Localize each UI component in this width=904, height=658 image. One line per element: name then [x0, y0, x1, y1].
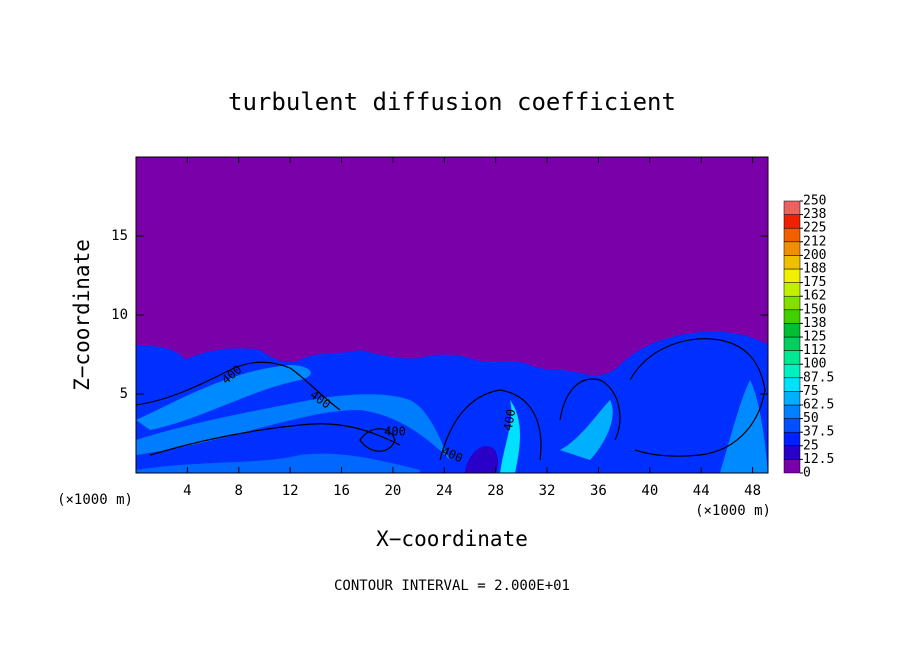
- x-tick-label: 40: [641, 483, 658, 499]
- colorbar-band: [783, 377, 801, 392]
- x-tick-label: 16: [333, 483, 350, 499]
- colorbar-band: [783, 404, 801, 419]
- colorbar-band: [783, 323, 801, 338]
- colorbar-label: 225: [803, 221, 826, 236]
- field-region: [720, 380, 768, 473]
- x-tick-label: 48: [744, 483, 761, 499]
- contour-line: [629, 338, 766, 457]
- x-tick-label: 28: [487, 483, 504, 499]
- colorbar-label: 37.5: [803, 425, 834, 440]
- field-region: [136, 394, 450, 460]
- y-tick-label: 15: [111, 228, 128, 244]
- x-tick-label: 20: [384, 483, 401, 499]
- y-axis-label: Z−coordinate: [70, 239, 94, 391]
- colorbar-band: [783, 336, 801, 351]
- y-tick-label: 10: [111, 307, 128, 323]
- colorbar-label: 238: [803, 207, 826, 222]
- contour-line: [439, 389, 542, 461]
- field-region: [560, 400, 613, 460]
- colorbar-label: 87.5: [803, 370, 834, 385]
- x-unit-label: (×1000 m): [695, 503, 771, 519]
- colorbar-label: 25: [803, 438, 819, 453]
- colorbar-label: 100: [803, 357, 826, 372]
- colorbar-label: 62.5: [803, 398, 834, 413]
- x-tick-label: 32: [539, 483, 556, 499]
- colorbar-label: 250: [803, 194, 826, 209]
- field: [135, 157, 768, 473]
- colorbar-band: [783, 295, 801, 311]
- x-tick-label: 12: [282, 483, 299, 499]
- colorbar-label: 150: [803, 302, 826, 317]
- colorbar-label: 125: [803, 330, 826, 345]
- colorbar-band: [783, 431, 801, 447]
- colorbar-band: [783, 255, 801, 270]
- colorbar-band: [783, 227, 801, 243]
- contour-line: [359, 428, 396, 452]
- x-tick-label: 36: [590, 483, 607, 499]
- x-tick-label: 24: [436, 483, 453, 499]
- x-axis-label: X−coordinate: [376, 527, 528, 551]
- contour-line: [135, 361, 341, 411]
- contour-label: 400: [501, 408, 519, 432]
- colorbar-label: 112: [803, 343, 826, 358]
- field-region: [136, 453, 420, 473]
- colorbar-band: [783, 268, 801, 283]
- field-region: [136, 365, 311, 430]
- colorbar-band: [783, 418, 801, 433]
- colorbar-label: 75: [803, 384, 819, 399]
- colorbar-band: [783, 459, 801, 474]
- colorbar-band: [783, 391, 801, 406]
- colorbar-band: [783, 309, 801, 324]
- colorbar-label: 12.5: [803, 452, 834, 467]
- colorbar-band: [783, 445, 801, 460]
- x-tick-label: 8: [235, 483, 243, 499]
- field-region: [500, 400, 520, 473]
- colorbar-band: [783, 282, 801, 297]
- chart-title: turbulent diffusion coefficient: [228, 88, 676, 116]
- colorbar-label: 212: [803, 234, 826, 249]
- colorbar-label: 0: [803, 466, 811, 481]
- colorbar-label: 188: [803, 262, 826, 277]
- colorbar-label: 138: [803, 316, 826, 331]
- colorbar-band: [783, 363, 801, 379]
- colorbar-label: 50: [803, 411, 819, 426]
- colorbar-label: 200: [803, 248, 826, 263]
- x-unit-label: (×1000 m): [57, 492, 133, 508]
- contour-label: 400: [384, 425, 406, 439]
- colorbar-band: [783, 200, 801, 215]
- footnote: CONTOUR INTERVAL = 2.000E+01: [334, 578, 570, 594]
- colorbar-band: [783, 241, 801, 256]
- contour-line: [149, 423, 401, 456]
- colorbar-label: 175: [803, 275, 826, 290]
- y-tick-label: 5: [120, 386, 128, 402]
- contour-line: [559, 378, 621, 441]
- field-region: [465, 446, 499, 473]
- colorbar-band: [783, 214, 801, 229]
- x-tick-label: 4: [183, 483, 191, 499]
- colorbar-label: 162: [803, 289, 826, 304]
- x-tick-label: 44: [693, 483, 710, 499]
- colorbar-band: [783, 350, 801, 365]
